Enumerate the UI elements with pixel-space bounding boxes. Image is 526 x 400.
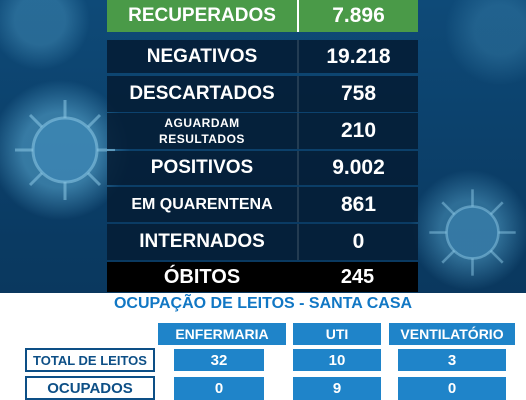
stat-value: 9.002 [297, 151, 418, 185]
column-header-uti: UTI [293, 323, 381, 345]
table-cell: 10 [293, 349, 381, 371]
stat-label: NEGATIVOS [107, 40, 297, 73]
stat-row-positivos: POSITIVOS 9.002 [107, 151, 418, 185]
stat-value: 19.218 [297, 40, 418, 73]
table-cell: 3 [398, 349, 506, 371]
stat-row-obitos: ÓBITOS 245 [107, 262, 418, 292]
stat-label: ÓBITOS [163, 265, 241, 288]
column-header-enfermaria: ENFERMARIA [158, 323, 286, 345]
stat-row-quarentena: EM QUARENTENA 861 [107, 187, 418, 222]
stat-row-internados: INTERNADOS 0 [107, 224, 418, 260]
row-label-ocupados: OCUPADOS [25, 376, 155, 400]
virus-icon [15, 100, 115, 200]
stat-label: INTERNADOS [107, 224, 297, 260]
stat-row-negativos: NEGATIVOS 19.218 [107, 40, 418, 73]
leitos-panel: OCUPAÇÃO DE LEITOS - SANTA CASA ENFERMAR… [0, 293, 526, 400]
stat-label: DESCARTADOS [107, 76, 297, 112]
row-label-total: TOTAL DE LEITOS [25, 348, 155, 372]
stat-value: 245 [340, 265, 375, 288]
virus-icon [429, 189, 516, 276]
table-cell: 9 [293, 377, 381, 400]
stat-label: RECUPERADOS [128, 5, 276, 26]
stat-value: 861 [297, 187, 418, 222]
column-header-ventilatorio: VENTILATÓRIO [389, 323, 515, 345]
stat-value: 210 [297, 113, 418, 149]
table-cell: 32 [174, 349, 264, 371]
table-cell: 0 [398, 377, 506, 400]
stat-label: EM QUARENTENA [107, 187, 297, 222]
stat-row-aguardam: AGUARDAM RESULTADOS 210 [107, 113, 418, 149]
stat-label: POSITIVOS [107, 151, 297, 185]
table-cell: 0 [174, 377, 264, 400]
stat-row-recuperados: RECUPERADOS 7.896 [107, 0, 418, 32]
stat-value: 0 [297, 224, 418, 260]
stat-label-line: RESULTADOS [159, 132, 245, 146]
stat-row-descartados: DESCARTADOS 758 [107, 76, 418, 112]
stat-value: 758 [297, 76, 418, 112]
leitos-title: OCUPAÇÃO DE LEITOS - SANTA CASA [113, 295, 413, 312]
stat-label-line: AGUARDAM [164, 116, 240, 130]
stat-label: AGUARDAM RESULTADOS [107, 113, 297, 149]
stat-value: 7.896 [297, 0, 418, 32]
